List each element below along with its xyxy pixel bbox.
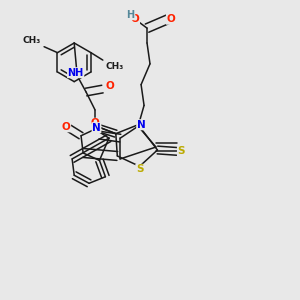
Text: NH: NH xyxy=(68,68,84,78)
Text: CH₃: CH₃ xyxy=(23,36,41,45)
Text: S: S xyxy=(136,164,143,174)
Text: S: S xyxy=(178,146,185,157)
Text: O: O xyxy=(131,14,140,24)
Text: N: N xyxy=(137,120,146,130)
Text: N: N xyxy=(92,123,101,133)
Text: O: O xyxy=(91,118,99,128)
Text: O: O xyxy=(167,14,175,24)
Text: O: O xyxy=(106,81,114,91)
Text: O: O xyxy=(62,122,70,132)
Text: CH₃: CH₃ xyxy=(106,61,124,70)
Text: H: H xyxy=(127,10,135,20)
